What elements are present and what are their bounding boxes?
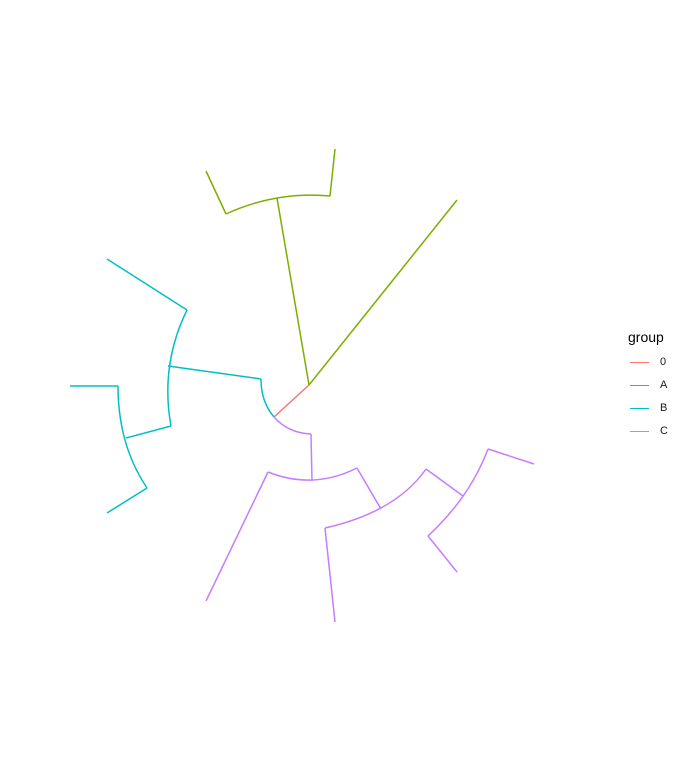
legend-key-line <box>630 362 649 363</box>
tree-branch <box>106 258 188 311</box>
legend-item-b: B <box>628 398 682 421</box>
tree-branch <box>273 384 310 418</box>
tree-branch <box>117 385 148 489</box>
tree-branch <box>276 197 310 386</box>
tree-group-b <box>70 258 275 514</box>
tree-branch <box>329 148 336 197</box>
tree-group-c <box>205 416 535 623</box>
legend-item-a: A <box>628 375 682 398</box>
tree-branch <box>106 487 148 514</box>
tree-branch <box>356 467 382 510</box>
legend-key-line <box>630 385 649 386</box>
legend-item-0: 0 <box>628 352 682 375</box>
tree-branch <box>205 471 269 602</box>
legend-label: B <box>660 402 668 414</box>
tree-branch <box>125 425 172 439</box>
legend-label: C <box>660 425 668 437</box>
tree-branch <box>273 416 312 435</box>
tree-branch <box>427 448 489 537</box>
legend-title: group <box>628 329 664 345</box>
tree-branch <box>487 448 535 465</box>
tree-branch <box>267 467 358 481</box>
tree-branch <box>205 170 227 215</box>
legend: group 0 A B C <box>628 328 682 444</box>
tree-branch <box>260 378 275 418</box>
tree-branch <box>427 535 458 573</box>
tree-branch <box>167 365 262 380</box>
tree-branch <box>167 309 188 427</box>
tree-branch <box>324 527 336 623</box>
tree-branch <box>310 433 313 482</box>
legend-label: 0 <box>660 356 667 368</box>
tree-branch <box>308 199 458 386</box>
tree-group-0 <box>273 384 310 418</box>
legend-key-line <box>630 408 649 409</box>
tree-branch <box>425 468 464 497</box>
tree-group-a <box>205 148 458 386</box>
tree-branch <box>324 468 427 529</box>
legend-label: A <box>660 379 668 391</box>
legend-item-c: C <box>628 421 682 444</box>
tree-branch <box>225 194 331 215</box>
legend-key-line <box>630 431 649 432</box>
